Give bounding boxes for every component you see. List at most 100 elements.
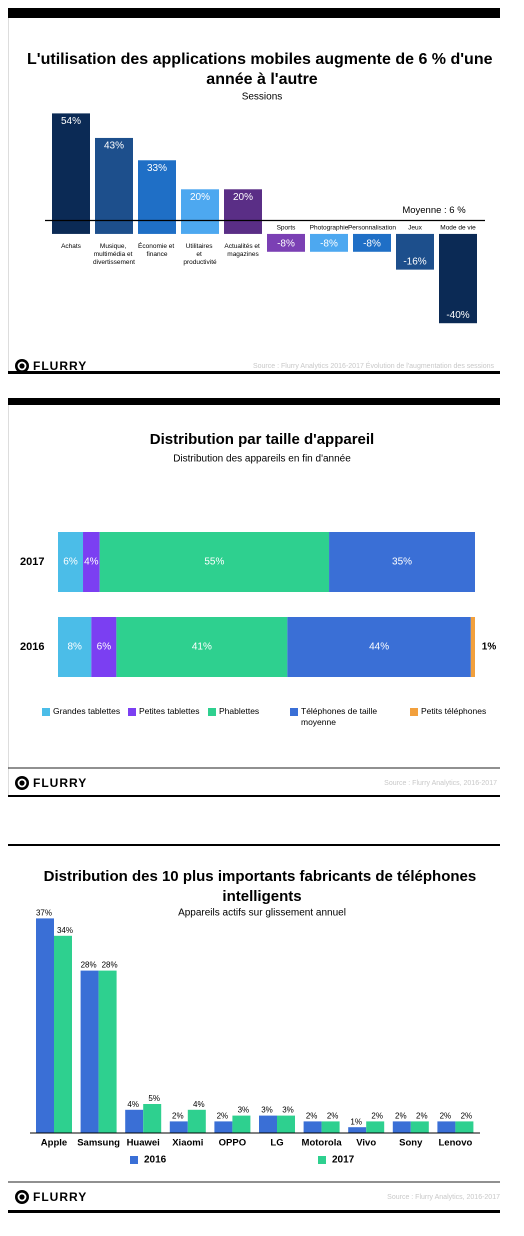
value-label: 6% (97, 642, 112, 653)
value-label: 20% (233, 192, 253, 203)
panel-bottom (8, 371, 500, 374)
value-label: 20% (190, 192, 210, 203)
legend-swatch (128, 708, 136, 716)
source: Source : Flurry Analytics, 2016-2017 (384, 780, 497, 787)
value-label: 28% (81, 961, 97, 970)
bar (95, 137, 133, 234)
value-label: 2% (395, 1112, 407, 1121)
value-label: 37% (36, 909, 52, 918)
bar (187, 1109, 206, 1133)
y-tick-label: 2017 (20, 556, 44, 568)
logo-icon (15, 359, 29, 373)
bar-segment (116, 617, 288, 677)
panel-bottom (8, 1210, 500, 1213)
bar (125, 1109, 144, 1133)
average-label: Moyenne : 6 % (402, 205, 466, 216)
panel-bottom (8, 795, 500, 797)
value-label: -40% (446, 310, 469, 321)
x-tick-label: Actualités et magazines (224, 243, 261, 258)
x-tick-label: LG (270, 1138, 283, 1149)
bar (169, 1121, 188, 1133)
logo: FLURRY (33, 359, 87, 373)
bar (36, 918, 54, 1133)
bar-segment (329, 532, 475, 592)
legend-label: 2016 (144, 1155, 167, 1166)
bar-segment (470, 617, 475, 677)
x-tick-label: Sony (399, 1138, 423, 1149)
x-tick-label: Achats (61, 243, 82, 250)
logo-icon (15, 776, 29, 790)
x-tick-label: Économie et finance (138, 241, 176, 258)
bar (392, 1121, 411, 1133)
bar-segment (83, 532, 100, 592)
value-label: 4% (84, 557, 99, 568)
bar (98, 970, 117, 1133)
bar-segment (58, 617, 92, 677)
x-tick-label: Xiaomi (172, 1138, 203, 1149)
bar (143, 1104, 162, 1133)
bar (396, 233, 434, 270)
bar (277, 1115, 295, 1133)
value-label: -16% (403, 256, 426, 267)
x-tick-label: Musique, multimédia et divertissement (93, 243, 135, 266)
bar-segment (287, 617, 471, 677)
value-label: 2% (172, 1112, 184, 1121)
bar (267, 233, 305, 252)
bar (259, 1115, 277, 1133)
value-label: 54% (61, 116, 81, 127)
bar-segment (58, 532, 84, 592)
legend-swatch (42, 708, 50, 716)
x-tick-label: Mode de vie (440, 225, 476, 232)
logo: FLURRY (33, 776, 87, 790)
x-tick-label: Lenovo (439, 1138, 473, 1149)
value-label: 55% (204, 557, 224, 568)
value-label: 5% (148, 1094, 160, 1103)
value-label: 43% (104, 141, 124, 152)
legend-swatch (208, 708, 216, 716)
value-label: 2% (440, 1112, 452, 1121)
legend-label: Petits téléphones (421, 706, 486, 716)
x-tick-label: Vivo (356, 1138, 376, 1149)
value-label: 2% (416, 1112, 428, 1121)
value-label: -8% (277, 238, 295, 249)
panel-top (8, 398, 500, 405)
value-label: 2% (306, 1112, 318, 1121)
legend-label: Petites tablettes (139, 706, 199, 716)
value-label: 2% (217, 1112, 229, 1121)
bar (214, 1121, 233, 1133)
value-label: 3% (238, 1106, 250, 1115)
legend-label: Téléphones de taille moyenne (301, 706, 379, 727)
bar (310, 233, 348, 252)
bar (439, 233, 477, 324)
value-label: 2% (461, 1112, 473, 1121)
bar (138, 160, 176, 234)
value-label: 8% (67, 642, 82, 653)
value-label: 28% (102, 961, 118, 970)
bar (54, 935, 72, 1133)
panel-top (8, 844, 500, 846)
value-label: 3% (282, 1106, 294, 1115)
source: Source : Flurry Analytics 2016-2017 Évol… (253, 361, 495, 370)
value-label: 4% (193, 1100, 205, 1109)
value-label: -8% (363, 238, 381, 249)
legend-swatch (318, 1156, 326, 1164)
logo-icon (17, 361, 27, 371)
value-label: 2% (327, 1112, 339, 1121)
bar-segment (99, 532, 330, 592)
value-label: 2% (371, 1112, 383, 1121)
bar (455, 1121, 474, 1133)
legend-label: Phablettes (219, 706, 259, 716)
value-label: 34% (57, 926, 73, 935)
panel-top (8, 8, 500, 18)
bar (366, 1121, 385, 1133)
value-label: -8% (320, 238, 338, 249)
legend-swatch (290, 708, 298, 716)
bar-segment (91, 617, 117, 677)
value-label: 1% (350, 1117, 362, 1126)
y-tick-label: 2016 (20, 641, 44, 653)
bar (321, 1121, 340, 1133)
bar (303, 1121, 322, 1133)
bar (348, 1127, 367, 1133)
x-tick-label: Apple (41, 1138, 67, 1149)
chart-title: Distribution par taille d'appareil (150, 431, 374, 448)
